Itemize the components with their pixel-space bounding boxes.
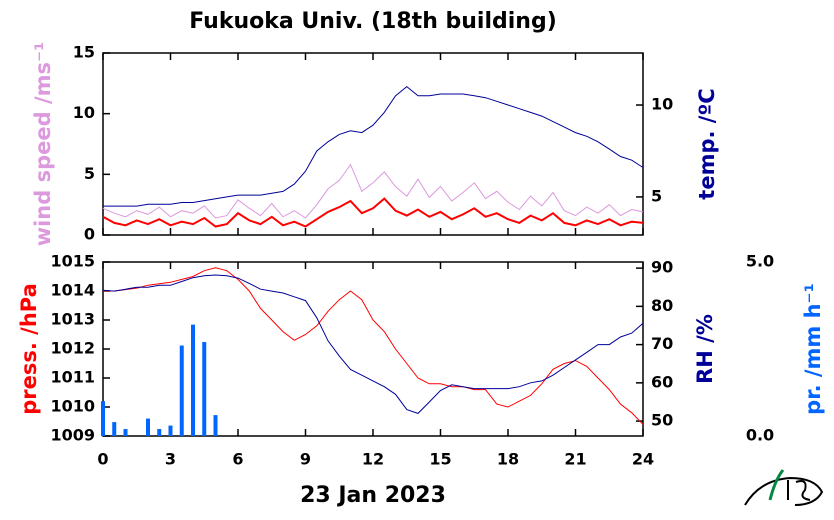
precip-bar bbox=[112, 422, 117, 436]
x-tick-label: 12 bbox=[362, 450, 384, 469]
logo bbox=[744, 469, 824, 506]
y2-tick-label: 10 bbox=[651, 95, 673, 114]
series-line bbox=[102, 163, 644, 219]
y-tick-label: 1013 bbox=[50, 310, 95, 329]
y3-axis-label: pr. /mm h⁻¹ bbox=[801, 283, 825, 415]
y-tick-label: 5 bbox=[84, 164, 95, 183]
x-tick-label: 0 bbox=[97, 450, 108, 469]
precip-bar bbox=[146, 418, 150, 436]
x-tick-label: 15 bbox=[429, 450, 451, 469]
y-tick-label: 10 bbox=[73, 103, 95, 122]
y-tick-label: 1009 bbox=[50, 426, 95, 445]
x-tick-label: 21 bbox=[564, 450, 586, 469]
y-tick-label: 1011 bbox=[50, 368, 95, 387]
precip-bar bbox=[202, 342, 207, 436]
y3-tick-label: 0.0 bbox=[746, 426, 774, 445]
y-tick-label: 0 bbox=[84, 225, 95, 244]
y-tick-label: 1014 bbox=[50, 281, 95, 300]
y2-axis-label: RH /% bbox=[693, 314, 717, 384]
plot-frame bbox=[102, 261, 644, 437]
series-line bbox=[102, 197, 644, 228]
precip-bar bbox=[191, 324, 195, 436]
series-line bbox=[103, 85, 644, 207]
y2-tick-label: 60 bbox=[651, 372, 673, 391]
precip-bar bbox=[157, 429, 162, 436]
chart-title: Fukuoka Univ. (18th building) bbox=[189, 9, 557, 34]
x-tick-label: 3 bbox=[165, 450, 176, 469]
x-tick-label: 6 bbox=[232, 450, 243, 469]
precip-bar bbox=[168, 425, 173, 436]
y3-tick-label: 5.0 bbox=[746, 252, 774, 271]
series-line bbox=[102, 274, 644, 414]
y2-tick-label: 90 bbox=[651, 258, 673, 277]
y2-tick-label: 50 bbox=[651, 411, 673, 430]
y-tick-label: 15 bbox=[73, 43, 95, 62]
x-axis-label: 23 Jan 2023 bbox=[300, 483, 446, 508]
precip-bar bbox=[101, 401, 105, 436]
y-tick-label: 1012 bbox=[50, 339, 95, 358]
series-line bbox=[103, 267, 644, 425]
y2-tick-label: 5 bbox=[651, 186, 662, 205]
y2-tick-label: 70 bbox=[651, 334, 673, 353]
y-tick-label: 1010 bbox=[50, 397, 95, 416]
y-tick-label: 1015 bbox=[50, 252, 95, 271]
x-tick-label: 24 bbox=[632, 450, 654, 469]
y2-axis-label: temp. /ºC bbox=[695, 88, 719, 199]
x-tick-label: 9 bbox=[300, 450, 311, 469]
precip-bar bbox=[213, 415, 218, 436]
x-tick-label: 18 bbox=[497, 450, 519, 469]
y-axis-label: wind speed /ms⁻¹ bbox=[31, 42, 55, 247]
precip-bar bbox=[123, 429, 128, 436]
y-axis-label: press. /hPa bbox=[17, 283, 41, 415]
y2-tick-label: 80 bbox=[651, 296, 673, 315]
precip-bar bbox=[179, 345, 184, 436]
